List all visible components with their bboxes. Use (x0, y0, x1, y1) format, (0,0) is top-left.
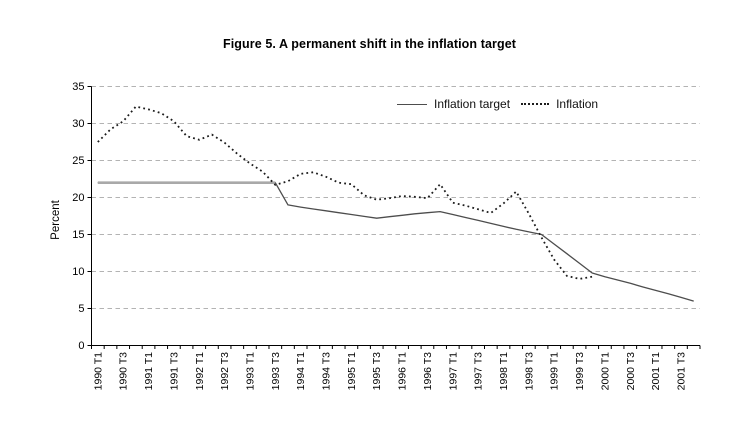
x-tick-label: 1992 T3 (219, 352, 231, 390)
x-tick-label: 2000 T1 (599, 352, 611, 390)
x-tick-label: 2001 T3 (675, 352, 687, 390)
y-tick-label: 35 (72, 81, 84, 93)
chart-legend: Inflation target Inflation (397, 97, 598, 111)
x-tick-label: 1999 T1 (549, 352, 561, 390)
legend-solid-line-icon (397, 103, 427, 105)
x-tick-label: 1997 T1 (447, 352, 459, 390)
x-tick-label: 1995 T1 (346, 352, 358, 390)
y-axis-label: Percent (50, 200, 62, 240)
x-tick-label: 1998 T3 (523, 352, 535, 390)
x-tick-label: 2001 T1 (650, 352, 662, 390)
y-tick-label: 15 (72, 229, 84, 241)
series-line-inflation (97, 105, 593, 280)
x-tick-label: 1993 T1 (244, 352, 256, 390)
x-tick-label: 1999 T3 (574, 352, 586, 390)
x-tick-label: 1991 T3 (168, 352, 180, 390)
x-tick-label: 1997 T3 (473, 352, 485, 390)
y-tick-label: 0 (78, 340, 84, 352)
y-tick-label: 5 (78, 303, 84, 315)
x-tick-label: 1992 T1 (194, 352, 206, 390)
y-tick-label: 30 (72, 118, 84, 130)
legend-label-inflation-target: Inflation target (434, 97, 511, 111)
x-tick-label: 1990 T3 (118, 352, 130, 390)
y-tick-label: 10 (72, 266, 84, 278)
y-tick-label: 25 (72, 155, 84, 167)
x-tick-label: 1995 T3 (371, 352, 383, 390)
figure-title: Figure 5. A permanent shift in the infla… (222, 37, 517, 51)
x-tick-label: 1998 T1 (498, 352, 510, 390)
x-tick-label: 1990 T1 (92, 352, 104, 390)
y-tick-label: 20 (72, 192, 84, 204)
series-line-inflation-target (97, 182, 694, 302)
legend-dotted-line-icon (521, 103, 550, 105)
x-tick-label: 1994 T3 (321, 352, 333, 390)
x-tick-label: 2000 T3 (625, 352, 637, 390)
x-tick-label: 1993 T3 (270, 352, 282, 390)
x-tick-label: 1994 T1 (295, 352, 307, 390)
legend-label-inflation: Inflation (556, 97, 599, 111)
x-tick-label: 1991 T1 (143, 352, 155, 390)
x-tick-label: 1996 T1 (397, 352, 409, 390)
x-tick-label: 1996 T3 (422, 352, 434, 390)
